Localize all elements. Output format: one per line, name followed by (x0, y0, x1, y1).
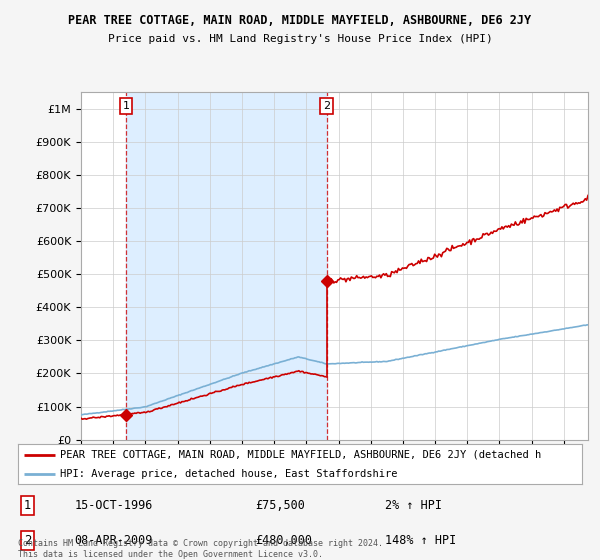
Text: 1: 1 (23, 500, 31, 512)
Text: 148% ↑ HPI: 148% ↑ HPI (385, 534, 456, 547)
Text: Price paid vs. HM Land Registry's House Price Index (HPI): Price paid vs. HM Land Registry's House … (107, 34, 493, 44)
Text: 2: 2 (23, 534, 31, 547)
Bar (126, 92, 327, 440)
Text: 2% ↑ HPI: 2% ↑ HPI (385, 500, 442, 512)
Text: 08-APR-2009: 08-APR-2009 (74, 534, 153, 547)
Text: 1: 1 (122, 101, 130, 111)
Text: PEAR TREE COTTAGE, MAIN ROAD, MIDDLE MAYFIELD, ASHBOURNE, DE6 2JY (detached h: PEAR TREE COTTAGE, MAIN ROAD, MIDDLE MAY… (60, 450, 542, 460)
Text: £75,500: £75,500 (255, 500, 305, 512)
Text: HPI: Average price, detached house, East Staffordshire: HPI: Average price, detached house, East… (60, 469, 398, 478)
Text: Contains HM Land Registry data © Crown copyright and database right 2024.
This d: Contains HM Land Registry data © Crown c… (18, 539, 383, 559)
Text: 15-OCT-1996: 15-OCT-1996 (74, 500, 153, 512)
Text: 2: 2 (323, 101, 331, 111)
Text: PEAR TREE COTTAGE, MAIN ROAD, MIDDLE MAYFIELD, ASHBOURNE, DE6 2JY: PEAR TREE COTTAGE, MAIN ROAD, MIDDLE MAY… (68, 14, 532, 27)
Text: £480,000: £480,000 (255, 534, 312, 547)
